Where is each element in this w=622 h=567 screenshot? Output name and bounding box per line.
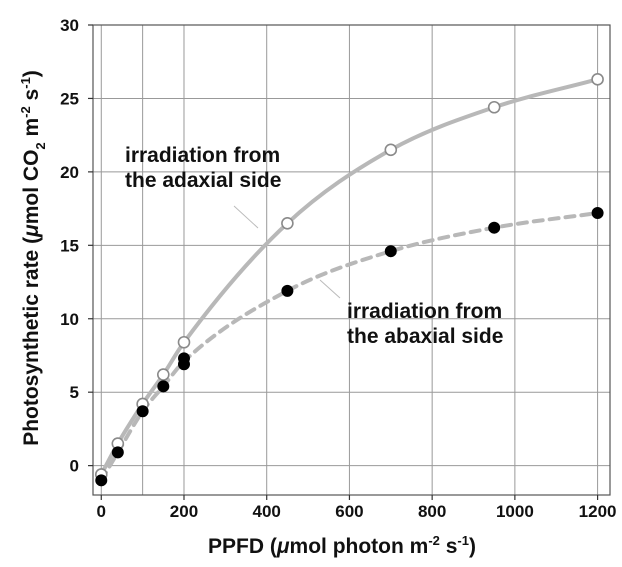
data-point-open — [157, 368, 170, 381]
data-point-open — [487, 100, 501, 114]
data-point-filled — [136, 405, 149, 418]
y-tick-label: 5 — [70, 383, 79, 402]
data-point-open — [384, 143, 398, 157]
y-tick-label: 15 — [60, 236, 79, 255]
data-points — [94, 73, 604, 487]
data-point-filled — [177, 352, 190, 365]
x-tick-label: 800 — [418, 502, 446, 521]
annotation-line: the adaxial side — [125, 169, 281, 192]
x-tick-label: 0 — [97, 502, 106, 521]
x-axis-label: PPFD (μmol photon m-2 s-1) — [208, 533, 476, 558]
annotation-line: irradiation from — [125, 144, 280, 167]
x-tick-label: 1200 — [579, 502, 617, 521]
data-point-filled — [591, 207, 604, 219]
fitted-curves — [99, 77, 600, 483]
tick-labels: 0 200 400 600 800 1000 1200 0 5 10 15 20 25 30 — [60, 16, 616, 521]
data-point-filled — [384, 245, 397, 258]
y-tick-label: 20 — [60, 163, 79, 182]
annotation-line: irradiation from — [347, 300, 502, 323]
data-point-open — [281, 216, 294, 230]
annotations: irradiation from the adaxial sideirradiat… — [125, 144, 503, 348]
y-tick-label: 10 — [60, 310, 79, 329]
annotation-leader-adaxial — [233, 205, 259, 229]
y-axis-label: Photosynthetic rate (μmol CO2 m-2 s-1) — [18, 70, 48, 446]
annotation-abaxial: irradiation from the abaxial side — [347, 300, 503, 348]
data-point-filled — [111, 446, 124, 459]
y-tick-label: 30 — [60, 16, 79, 35]
x-tick-label: 200 — [170, 502, 198, 521]
x-tick-label: 600 — [335, 502, 363, 521]
y-tick-label: 0 — [70, 457, 79, 476]
y-tick-label: 25 — [60, 89, 79, 108]
data-point-filled — [95, 474, 108, 487]
x-tick-label: 1000 — [496, 502, 534, 521]
annotation-line: the abaxial side — [347, 325, 503, 348]
data-point-open — [591, 73, 604, 86]
axes — [88, 24, 611, 500]
data-point-filled — [157, 380, 170, 393]
data-point-filled — [488, 221, 501, 234]
fitted-curve-adaxial — [99, 77, 600, 477]
x-tick-label: 400 — [253, 502, 281, 521]
annotation-leader-abaxial — [319, 279, 341, 299]
data-point-filled — [281, 284, 294, 297]
plot-frame — [92, 24, 611, 496]
annotation-adaxial: irradiation from the adaxial side — [125, 144, 281, 192]
fitted-curve-abaxial — [99, 211, 600, 483]
data-point-open — [177, 335, 191, 349]
